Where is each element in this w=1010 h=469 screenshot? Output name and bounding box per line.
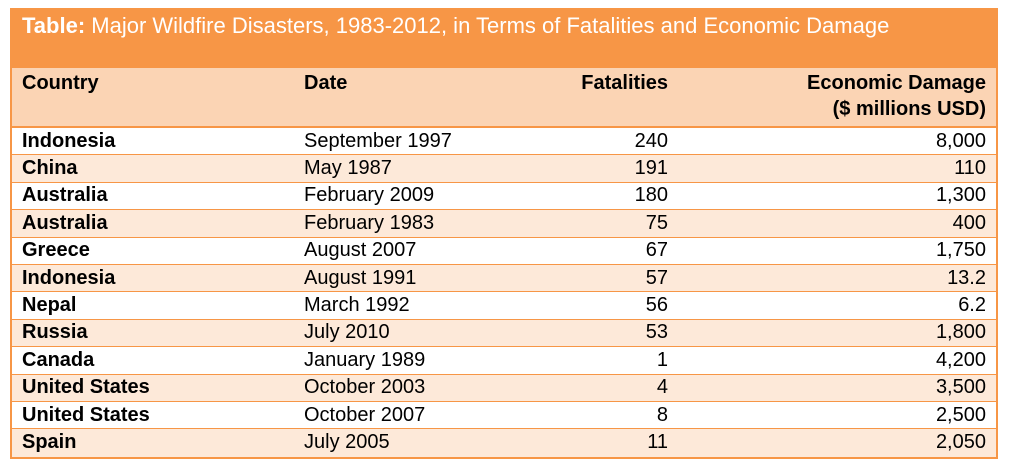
cell-fatalities: 53 — [645, 321, 668, 344]
header-economic-damage-line2: ($ millions USD) — [832, 98, 986, 120]
cell-date: March 1992 — [304, 294, 410, 317]
cell-date: July 2005 — [304, 431, 390, 454]
cell-country: United States — [22, 376, 150, 399]
cell-economic-damage: 1,750 — [935, 239, 986, 262]
cell-economic-damage: 2,500 — [935, 403, 986, 426]
cell-date: August 1991 — [304, 266, 417, 289]
table-row: Australia February 1983 75 400 — [12, 210, 996, 238]
cell-economic-damage: 8,000 — [935, 129, 986, 152]
table-row: United States October 2003 4 3,500 — [12, 374, 996, 402]
cell-economic-damage: 1,300 — [935, 184, 986, 207]
table-row: Greece August 2007 67 1,750 — [12, 237, 996, 265]
cell-date: September 1997 — [304, 129, 452, 152]
cell-economic-damage: 4,200 — [935, 348, 986, 371]
header-date: Date — [304, 72, 348, 94]
cell-country: China — [22, 157, 78, 180]
cell-country: United States — [22, 403, 150, 426]
cell-date: July 2010 — [304, 321, 390, 344]
table-row: China May 1987 191 110 — [12, 155, 996, 183]
cell-economic-damage: 3,500 — [935, 376, 986, 399]
cell-fatalities: 67 — [645, 239, 668, 262]
cell-economic-damage: 1,800 — [935, 321, 986, 344]
table-row: United States October 2007 8 2,500 — [12, 401, 996, 430]
cell-fatalities: 57 — [645, 266, 668, 289]
cell-fatalities: 11 — [647, 431, 668, 454]
wildfire-table: Table: Major Wildfire Disasters, 1983-20… — [10, 8, 998, 459]
cell-country: Australia — [22, 211, 108, 234]
cell-date: August 2007 — [304, 239, 417, 262]
cell-country: Russia — [22, 321, 88, 344]
table-title-bar: Table: Major Wildfire Disasters, 1983-20… — [12, 10, 996, 68]
cell-country: Indonesia — [22, 129, 116, 152]
table-row: Canada January 1989 1 4,200 — [12, 347, 996, 375]
table-row: Australia February 2009 180 1,300 — [12, 182, 996, 211]
header-fatalities: Fatalities — [581, 72, 668, 94]
table-row: Russia July 2010 53 1,800 — [12, 319, 996, 348]
cell-country: Indonesia — [22, 266, 116, 289]
cell-fatalities: 56 — [645, 294, 668, 317]
table-row: Indonesia September 1997 240 8,000 — [12, 128, 996, 156]
table-row: Spain July 2005 11 2,050 — [12, 429, 996, 457]
cell-fatalities: 240 — [634, 129, 668, 152]
cell-date: January 1989 — [304, 348, 426, 371]
table-row: Nepal March 1992 56 6.2 — [12, 292, 996, 320]
cell-date: October 2007 — [304, 403, 426, 426]
table-body: Indonesia September 1997 240 8,000 China May … — [12, 128, 996, 457]
table-title: Major Wildfire Disasters, 1983-2012, in … — [85, 13, 890, 38]
cell-date: February 2009 — [304, 184, 435, 207]
cell-fatalities: 180 — [634, 184, 668, 207]
header-economic-damage: Economic Damage ($ millions USD) — [668, 68, 996, 126]
cell-date: October 2003 — [304, 376, 426, 399]
cell-economic-damage: 2,050 — [935, 431, 986, 454]
cell-country: Nepal — [22, 294, 77, 317]
header-economic-damage-line1: Economic Damage — [807, 72, 986, 94]
cell-economic-damage: 6.2 — [958, 294, 986, 317]
cell-economic-damage: 13.2 — [947, 266, 986, 289]
cell-economic-damage: 110 — [954, 157, 986, 180]
cell-fatalities: 4 — [656, 376, 668, 399]
cell-fatalities: 8 — [656, 403, 668, 426]
cell-date: February 1983 — [304, 211, 435, 234]
cell-fatalities: 191 — [634, 157, 668, 180]
cell-fatalities: 1 — [656, 348, 668, 371]
table-header-row: Country Date Fatalities Economic Damage … — [12, 68, 996, 128]
cell-date: May 1987 — [304, 157, 392, 180]
cell-country: Spain — [22, 431, 77, 454]
cell-fatalities: 75 — [645, 211, 668, 234]
cell-economic-damage: 400 — [952, 211, 986, 234]
cell-country: Greece — [22, 239, 90, 262]
cell-country: Canada — [22, 348, 95, 371]
cell-country: Australia — [22, 184, 108, 207]
table-row: Indonesia August 1991 57 13.2 — [12, 264, 996, 293]
table-title-prefix: Table: — [22, 13, 86, 38]
header-country: Country — [22, 72, 99, 94]
